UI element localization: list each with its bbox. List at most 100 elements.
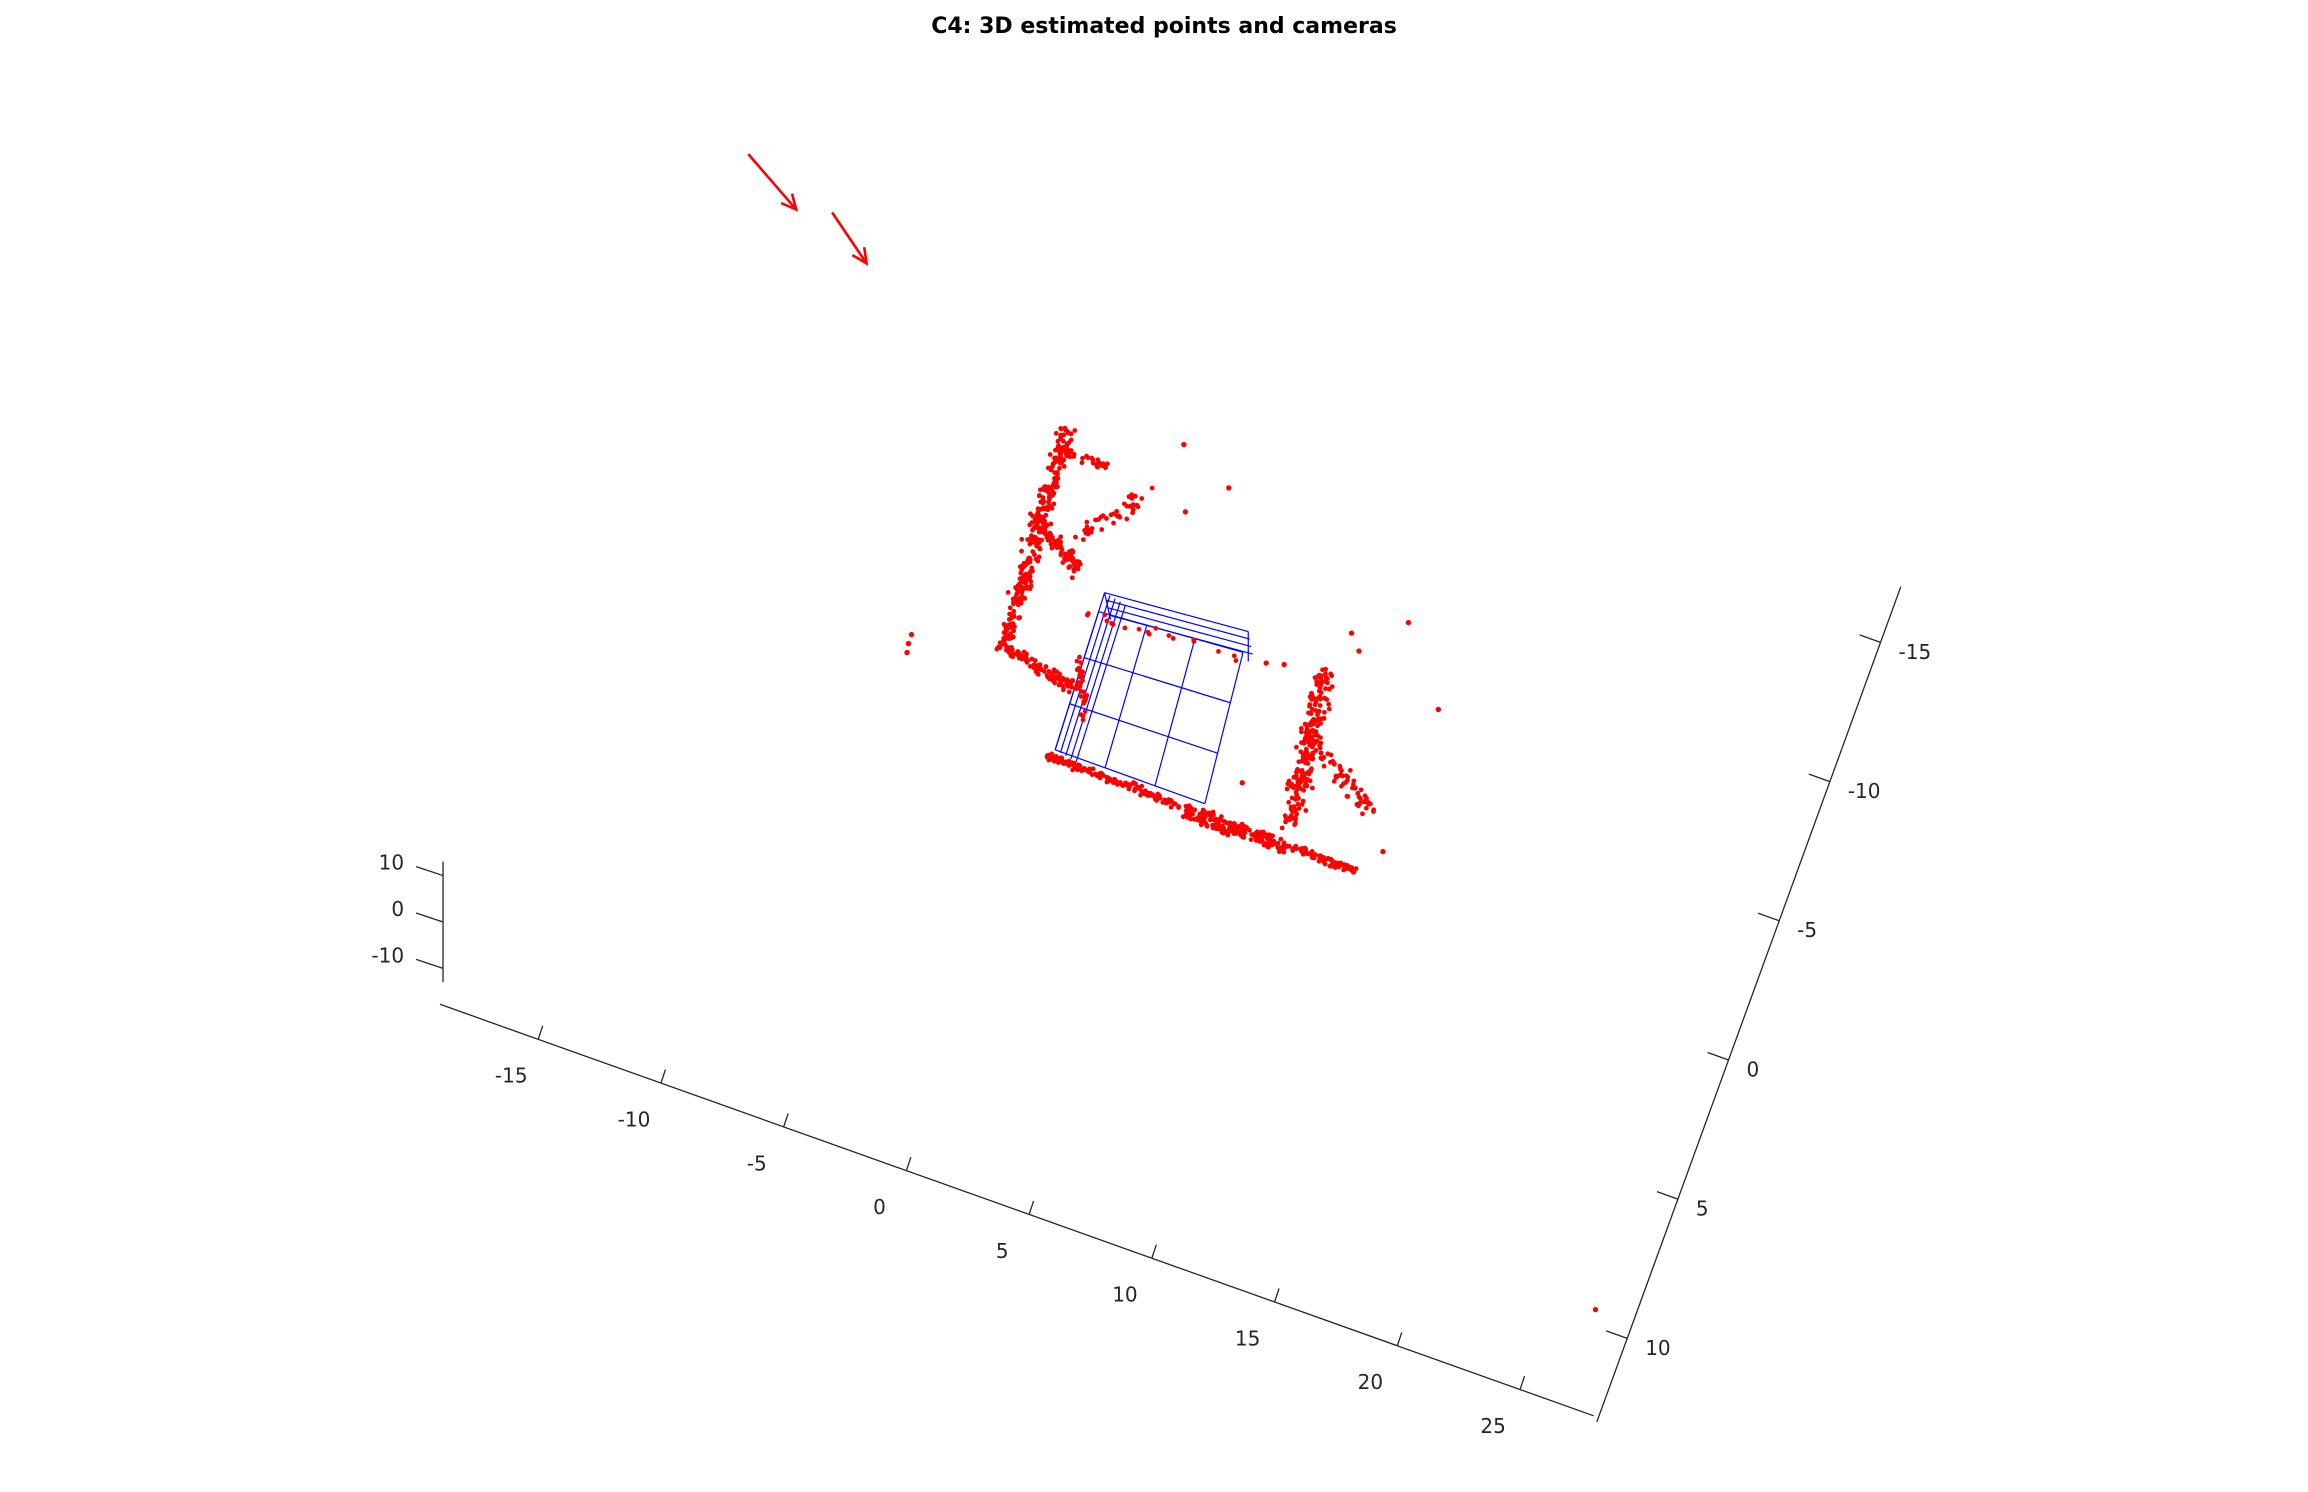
point	[1172, 801, 1178, 807]
y-tick-mark	[1859, 634, 1881, 643]
point	[1323, 671, 1328, 677]
x-tick-label: 15	[1235, 1326, 1260, 1350]
point	[1084, 524, 1090, 530]
point	[1053, 480, 1059, 486]
y-tick-label: -5	[1797, 918, 1817, 942]
point	[1253, 838, 1259, 843]
point	[1138, 792, 1143, 798]
point	[1435, 706, 1442, 713]
point	[1365, 800, 1371, 805]
point	[1061, 463, 1067, 469]
point	[1221, 826, 1227, 832]
point	[1299, 758, 1305, 764]
point	[1050, 482, 1056, 488]
x-tick-label: -15	[495, 1064, 528, 1088]
y-tick-label: 10	[1645, 1336, 1670, 1360]
point	[1307, 741, 1313, 747]
point	[1070, 558, 1075, 564]
point	[1029, 656, 1035, 662]
point	[1018, 564, 1024, 569]
point	[1278, 836, 1284, 842]
point	[1299, 767, 1305, 773]
point	[1002, 641, 1008, 647]
point	[1102, 612, 1108, 618]
point	[1263, 660, 1269, 666]
point	[1210, 809, 1216, 815]
point	[1041, 529, 1047, 535]
point	[1077, 654, 1082, 660]
point	[1166, 797, 1172, 802]
point	[1090, 457, 1096, 463]
axes: -15 -10 -5 0 5 10 15 20 25 -15 -10 -5 0 5 10 10 0 -10	[371, 586, 1931, 1438]
point	[1355, 790, 1361, 796]
point	[1152, 796, 1158, 802]
point	[1072, 428, 1078, 433]
x-axis-line	[439, 1003, 1594, 1417]
point	[1001, 621, 1007, 627]
point	[1405, 619, 1412, 626]
x-tick-label: -10	[618, 1107, 651, 1131]
point	[1183, 811, 1189, 817]
point	[1069, 575, 1075, 581]
point	[1059, 675, 1065, 681]
point	[1006, 636, 1012, 642]
point	[1239, 821, 1245, 827]
point	[1286, 799, 1292, 805]
point	[1055, 471, 1060, 477]
point	[1337, 763, 1343, 769]
point	[1064, 453, 1069, 459]
camera-arrows	[747, 153, 869, 266]
point	[1238, 830, 1244, 836]
point	[1051, 679, 1057, 684]
wire-grid-line	[1054, 749, 1206, 805]
wire-edge	[1103, 592, 1112, 620]
point	[1157, 795, 1163, 801]
point	[1037, 518, 1043, 524]
point	[1206, 810, 1212, 816]
point	[1120, 783, 1126, 789]
point	[1019, 536, 1025, 542]
wire-grid-line	[1083, 657, 1231, 704]
point	[1317, 853, 1322, 859]
wire-grid-line	[1204, 652, 1244, 804]
point	[1064, 449, 1070, 454]
point	[1339, 783, 1344, 789]
point	[1310, 752, 1315, 758]
point	[1318, 750, 1324, 756]
point	[1321, 716, 1327, 721]
point	[1035, 510, 1041, 515]
point	[1326, 686, 1332, 692]
point	[1316, 858, 1322, 864]
point	[1058, 451, 1063, 456]
point	[1094, 773, 1100, 779]
y-tick-label: 5	[1696, 1197, 1709, 1221]
point	[1168, 804, 1174, 810]
point	[1311, 720, 1317, 726]
point	[1064, 441, 1070, 447]
point	[1326, 701, 1332, 707]
point	[1124, 516, 1130, 522]
point	[1058, 434, 1064, 440]
point	[1347, 767, 1353, 773]
point	[1062, 551, 1068, 557]
point	[1287, 817, 1292, 823]
point	[1233, 658, 1239, 663]
point	[904, 649, 910, 656]
wire-grid-line	[1069, 703, 1218, 754]
point	[1035, 671, 1041, 677]
point	[1001, 630, 1007, 635]
point	[1313, 700, 1319, 705]
x-tick-label: 5	[996, 1239, 1009, 1263]
point	[1037, 493, 1042, 498]
point	[1018, 594, 1024, 600]
point	[1049, 545, 1055, 551]
wire-grid-line	[1154, 638, 1196, 786]
point	[1191, 639, 1197, 645]
point	[1153, 625, 1159, 631]
point	[1070, 549, 1076, 555]
point	[1041, 514, 1047, 520]
point	[1058, 544, 1064, 550]
point	[1321, 755, 1327, 760]
point	[1058, 425, 1064, 431]
point	[1191, 807, 1197, 813]
